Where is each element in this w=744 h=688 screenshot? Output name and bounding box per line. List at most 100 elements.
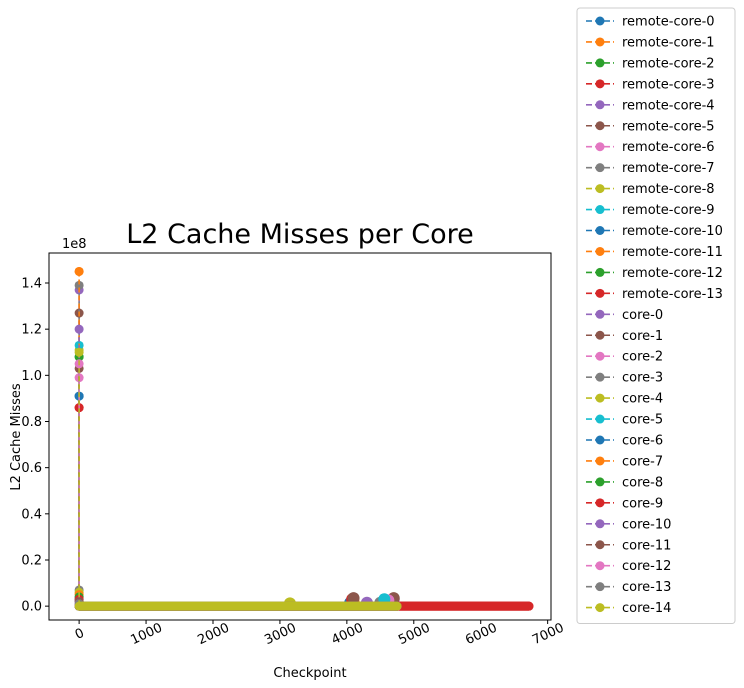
legend-item: core-7: [586, 454, 663, 469]
series-point: [74, 324, 84, 334]
plot-frame: [48, 252, 552, 621]
legend-marker: [595, 393, 605, 403]
legend-item: remote-core-1: [586, 35, 715, 50]
legend-label: core-13: [622, 580, 671, 595]
legend-label: core-11: [622, 538, 671, 553]
y-tick-label: 0.4: [21, 507, 42, 522]
series-remote-core-7: [74, 280, 402, 611]
legend-label: core-8: [622, 475, 663, 490]
series-core-1: [74, 363, 402, 611]
x-tick-label: 1000: [129, 621, 165, 649]
y-tick-label: 0.8: [21, 415, 42, 430]
x-axis: 0 1000 2000 3000 4000 5000 6000 7000: [73, 620, 566, 649]
series-remote-core-3: [74, 403, 534, 611]
legend-label: remote-core-13: [622, 287, 723, 302]
series-core-0: [74, 324, 402, 611]
y-tick-label: 0.2: [21, 553, 42, 568]
legend-marker: [595, 603, 605, 613]
legend-label: remote-core-2: [622, 56, 715, 71]
legend-label: core-5: [622, 413, 663, 428]
legend-label: core-2: [622, 350, 663, 365]
series-remote-core-2: [74, 352, 402, 611]
y-axis-label: L2 Cache Misses: [9, 383, 24, 491]
legend-marker: [595, 309, 605, 319]
legend-item: remote-core-3: [586, 77, 715, 92]
legend-item: core-11: [586, 538, 671, 553]
series-point: [74, 280, 84, 290]
legend-marker: [595, 498, 605, 508]
series-remote-core-4: [74, 285, 402, 611]
legend-label: core-4: [622, 392, 663, 407]
y-tick-label: 0.6: [21, 461, 42, 476]
legend-marker: [595, 372, 605, 382]
legend-label: core-1: [622, 329, 663, 344]
legend-marker: [595, 163, 605, 173]
series-remote-core-10: [74, 391, 402, 611]
series-core-2: [74, 359, 402, 611]
legend-item: core-6: [586, 434, 663, 449]
x-tick-label: 4000: [329, 621, 365, 649]
legend: remote-core-0 remote-core-1 remote-core-2 r…: [576, 7, 736, 625]
series-core-14: [74, 347, 402, 611]
legend-item: core-13: [586, 580, 671, 595]
legend-label: core-10: [622, 517, 671, 532]
legend-marker: [595, 100, 605, 110]
legend-marker: [595, 540, 605, 550]
legend-marker: [595, 184, 605, 194]
legend-marker: [595, 79, 605, 89]
series-layer: [74, 266, 534, 611]
legend-label: core-14: [622, 601, 671, 616]
legend-item: remote-core-4: [586, 98, 715, 113]
legend-marker: [595, 205, 605, 215]
x-tick-label: 0: [73, 626, 87, 643]
legend-marker: [595, 456, 605, 466]
legend-frame: [576, 7, 736, 625]
series-remote-core-12: [74, 352, 402, 611]
legend-label: remote-core-0: [622, 15, 715, 30]
legend-item: core-14: [586, 601, 671, 616]
legend-item: core-5: [586, 413, 663, 428]
legend-marker: [595, 267, 605, 277]
series-point: [347, 592, 360, 605]
legend-item: remote-core-7: [586, 161, 715, 176]
legend-label: remote-core-10: [622, 224, 723, 239]
x-tick-label: 6000: [463, 621, 499, 649]
legend-item: core-12: [586, 559, 671, 574]
legend-label: core-7: [622, 454, 663, 469]
legend-label: remote-core-8: [622, 182, 715, 197]
legend-label: core-0: [622, 308, 663, 323]
x-axis-label: Checkpoint: [273, 666, 346, 681]
legend-item: remote-core-0: [586, 15, 715, 30]
x-tick-label: 5000: [396, 621, 432, 649]
legend-marker: [595, 142, 605, 152]
legend-marker: [595, 16, 605, 26]
legend-label: core-12: [622, 559, 671, 574]
legend-item: remote-core-11: [586, 245, 723, 260]
legend-marker: [595, 561, 605, 571]
legend-label: core-3: [622, 371, 663, 386]
y-tick-label: 1.4: [21, 277, 42, 292]
legend-item: core-9: [586, 496, 663, 511]
legend-item: remote-core-10: [586, 224, 723, 239]
legend-marker: [595, 477, 605, 487]
y-tick-label: 0.0: [21, 600, 42, 615]
legend-label: remote-core-6: [622, 140, 715, 155]
legend-item: core-2: [586, 350, 663, 365]
legend-label: remote-core-12: [622, 266, 723, 281]
legend-label: core-9: [622, 496, 663, 511]
legend-item: remote-core-9: [586, 203, 715, 218]
series-remote-core-1: [74, 266, 402, 611]
y-axis: 0.0 0.2 0.4 0.6 0.8 1.0 1.2 1.4: [21, 277, 49, 615]
legend-marker: [595, 519, 605, 529]
legend-item: core-10: [586, 517, 671, 532]
series-remote-core-11: [74, 266, 402, 611]
x-tick-label: 2000: [195, 621, 231, 649]
legend-label: core-6: [622, 434, 663, 449]
legend-item: remote-core-6: [586, 140, 715, 155]
legend-item: core-1: [586, 329, 663, 344]
legend-marker: [595, 226, 605, 235]
legend-label: remote-core-7: [622, 161, 715, 176]
y-tick-label: 1.0: [21, 369, 42, 384]
series-remote-core-5: [74, 308, 402, 611]
legend-marker: [595, 37, 605, 47]
